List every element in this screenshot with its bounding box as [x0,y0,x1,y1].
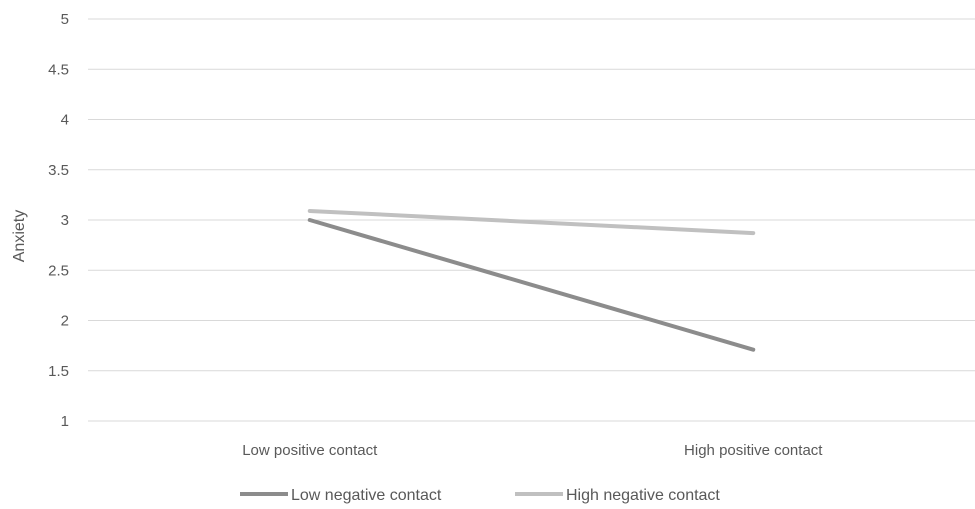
x-tick-label: High positive contact [684,442,823,459]
legend-label: High negative contact [566,487,720,504]
y-tick-label: 3 [61,212,69,229]
y-tick-label: 1.5 [48,363,69,380]
series-lines [307,208,756,352]
legend-label: Low negative contact [291,487,442,504]
y-tick-label: 4 [61,112,69,129]
series-line [307,208,756,236]
gridlines [88,18,975,422]
legend: Low negative contact High negative contac… [240,487,720,504]
y-tick-label: 2 [61,313,69,330]
y-tick-label: 4.5 [48,61,69,78]
y-tick-label: 2.5 [48,262,69,279]
x-tick-labels: Low positive contact High positive contac… [242,442,823,459]
y-axis-title: Anxiety [11,210,28,262]
x-tick-label: Low positive contact [242,442,378,459]
y-tick-label: 1 [61,413,69,430]
y-tick-label: 3.5 [48,162,69,179]
series-line [307,218,756,352]
y-tick-labels: 1 1.5 2 2.5 3 3.5 4 4.5 5 [48,11,69,430]
y-tick-label: 5 [61,11,69,28]
